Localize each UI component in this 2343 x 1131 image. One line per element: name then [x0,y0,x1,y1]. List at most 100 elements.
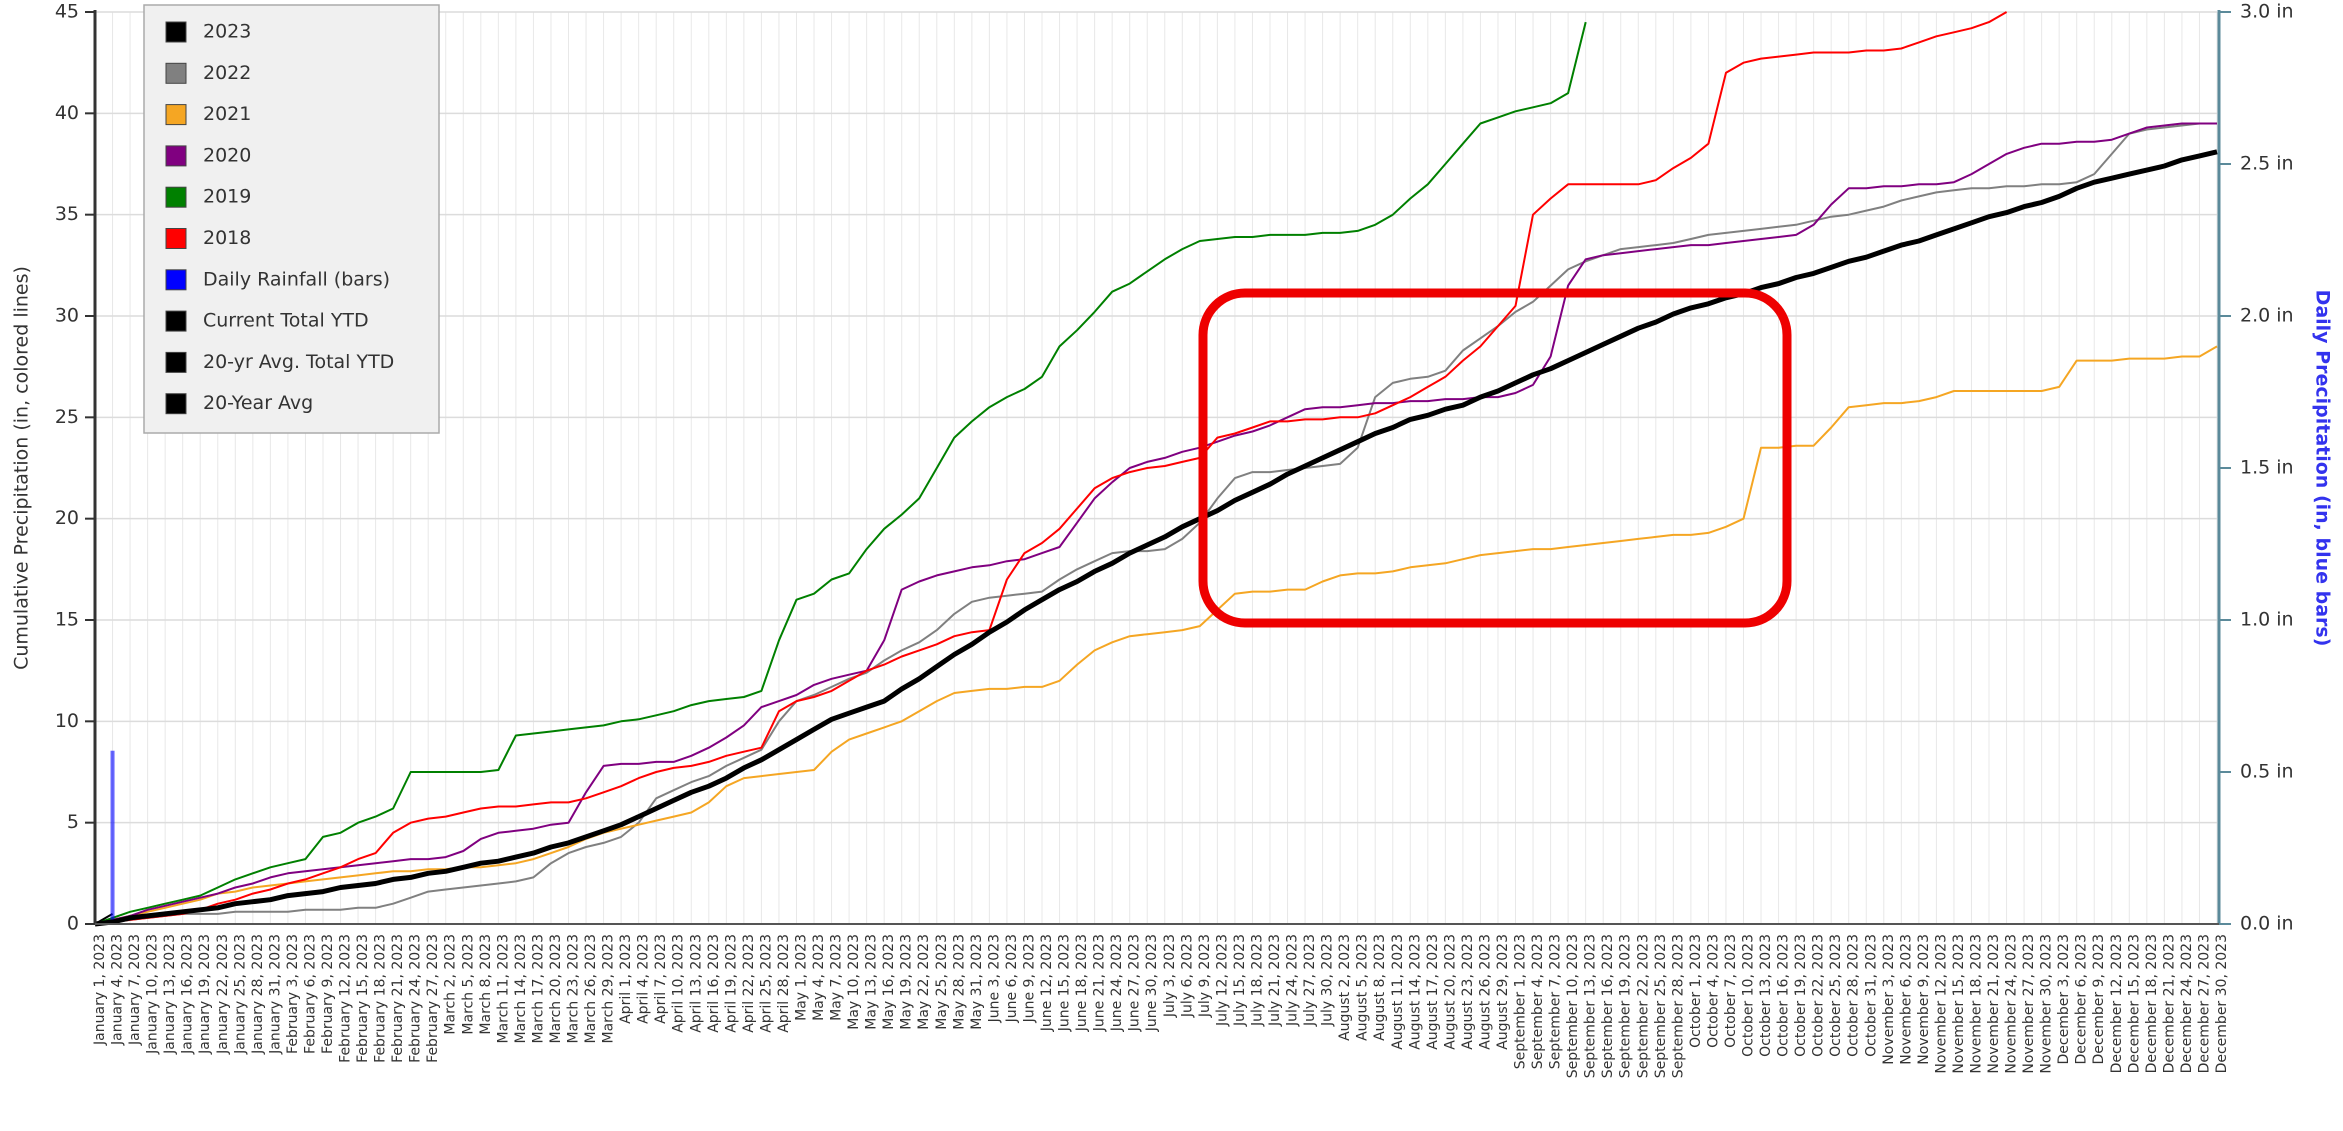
x-tick-label: October 4, 2023 [1705,934,1721,1048]
y2-tick-label: 2.0 in [2240,305,2294,327]
x-tick-label: November 6, 2023 [1898,934,1914,1065]
x-tick-label: February 3, 2023 [285,934,301,1054]
x-tick-label: April 16, 2023 [706,934,722,1033]
x-tick-label: January 16, 2023 [180,934,196,1055]
x-tick-label: August 8, 2023 [1372,934,1388,1041]
legend-swatch [165,269,187,291]
x-tick-label: October 16, 2023 [1776,934,1792,1057]
y-axis-title: Cumulative Precipitation (in, colored li… [11,266,33,670]
x-tick-label: September 16, 2023 [1600,934,1616,1078]
x-tick-label: December 3, 2023 [2056,934,2072,1064]
bar [110,750,115,924]
x-tick-label: January 7, 2023 [127,934,143,1046]
x-tick-label: July 9, 2023 [1197,934,1213,1018]
x-tick-label: November 27, 2023 [2021,934,2037,1074]
y2-tick-label: 3.0 in [2240,1,2294,23]
x-tick-label: May 28, 2023 [951,934,967,1030]
line [94,21,1587,925]
x-tick-label: August 2, 2023 [1337,934,1353,1041]
x-tick-label: July 6, 2023 [1179,934,1195,1018]
x-tick-label: January 13, 2023 [162,934,178,1055]
x-tick-label: August 29, 2023 [1495,934,1511,1050]
x-tick-label: January 4, 2023 [110,934,126,1046]
x-tick-label: October 1, 2023 [1688,934,1704,1048]
x-tick-label: March 2, 2023 [443,934,459,1035]
x-tick-label: October 22, 2023 [1811,934,1827,1057]
x-tick-label: February 6, 2023 [302,934,318,1054]
y2-tick-label: 1.5 in [2240,457,2294,479]
x-tick-label: March 26, 2023 [583,934,599,1043]
legend-label: 2018 [203,227,251,249]
y-tick-label: 20 [55,507,79,529]
x-tick-label: July 15, 2023 [1232,934,1248,1027]
x-tick-label: March 8, 2023 [478,934,494,1035]
legend-label: 2020 [203,144,251,166]
x-tick-label: May 31, 2023 [969,934,985,1030]
x-tick-label: September 19, 2023 [1618,934,1634,1078]
legend-swatch [165,393,187,415]
x-tick-label: October 25, 2023 [1828,934,1844,1057]
x-tick-label: December 9, 2023 [2091,934,2107,1064]
y-tick-label: 0 [67,913,79,935]
legend-swatch [165,351,187,373]
x-tick-label: May 22, 2023 [916,934,932,1030]
legend: 2023 2022 2021 2020 2019 2018 Daily Rainfall (… [143,4,440,434]
x-tick-label: July 30, 2023 [1320,934,1336,1027]
legend-swatch [165,104,187,126]
x-tick-label: May 7, 2023 [829,934,845,1021]
x-tick-label: March 23, 2023 [566,934,582,1043]
legend-swatch [165,310,187,332]
x-tick-label: July 27, 2023 [1302,934,1318,1027]
x-tick-label: September 4, 2023 [1530,934,1546,1069]
x-tick-label: July 12, 2023 [1214,934,1230,1027]
x-tick-label: October 28, 2023 [1846,934,1862,1057]
x-tick-label: March 17, 2023 [530,934,546,1043]
x-tick-label: January 28, 2023 [250,934,266,1055]
x-tick-label: January 22, 2023 [215,934,231,1055]
x-tick-label: June 3, 2023 [986,934,1002,1023]
x-tick-label: July 21, 2023 [1267,934,1283,1027]
x-tick-label: February 18, 2023 [373,934,389,1063]
y2-tick-label: 0.5 in [2240,761,2294,783]
x-tick-label: October 10, 2023 [1740,934,1756,1057]
x-tick-label: December 15, 2023 [2126,934,2142,1073]
x-tick-label: January 1, 2023 [92,934,108,1046]
x-tick-label: February 27, 2023 [425,934,441,1063]
x-tick-label: September 1, 2023 [1513,934,1529,1069]
x-tick-label: April 25, 2023 [758,934,774,1033]
y2-tick-label: 1.0 in [2240,609,2294,631]
line [94,11,2008,925]
y2-tick-label: 2.5 in [2240,153,2294,175]
x-tick-label: May 1, 2023 [793,934,809,1021]
x-tick-label: October 31, 2023 [1863,934,1879,1057]
legend-label: 2021 [203,103,251,125]
legend-swatch [165,145,187,167]
x-tick-label: December 12, 2023 [2109,934,2125,1073]
x-tick-label: August 11, 2023 [1390,934,1406,1050]
x-tick-label: June 30, 2023 [1144,934,1160,1032]
legend-label: 2023 [203,21,251,43]
x-tick-label: April 10, 2023 [671,934,687,1033]
x-tick-label: November 30, 2023 [2039,934,2055,1074]
x-tick-label: October 13, 2023 [1758,934,1774,1057]
x-tick-label: May 13, 2023 [864,934,880,1030]
x-tick-label: August 14, 2023 [1407,934,1423,1050]
x-tick-label: June 6, 2023 [1004,934,1020,1023]
x-tick-label: August 20, 2023 [1442,934,1458,1050]
x-tick-label: April 22, 2023 [741,934,757,1033]
x-tick-label: July 24, 2023 [1285,934,1301,1027]
x-tick-label: December 27, 2023 [2196,934,2212,1073]
x-tick-label: June 18, 2023 [1074,934,1090,1032]
x-tick-label: February 21, 2023 [390,934,406,1063]
x-tick-label: January 31, 2023 [267,934,283,1055]
x-tick-label: February 9, 2023 [320,934,336,1054]
x-tick-label: May 25, 2023 [934,934,950,1030]
x-tick-label: June 21, 2023 [1092,934,1108,1032]
legend-label: 20-yr Avg. Total YTD [203,351,394,373]
y-tick-label: 35 [55,203,79,225]
x-tick-label: February 24, 2023 [408,934,424,1063]
x-tick-label: May 19, 2023 [899,934,915,1030]
y2-tick-label: 0.0 in [2240,913,2294,935]
x-tick-label: June 27, 2023 [1127,934,1143,1032]
